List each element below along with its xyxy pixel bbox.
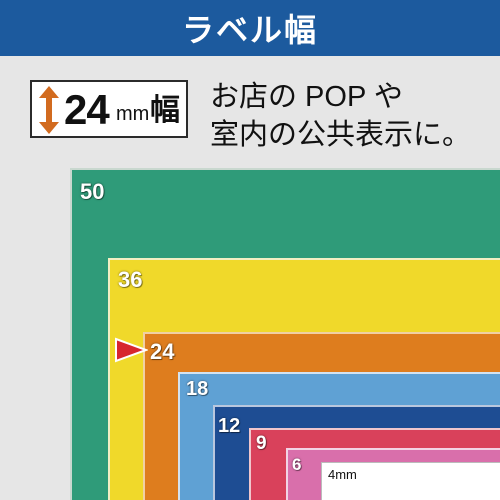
label-width-18-text: 18 (186, 378, 209, 400)
badge-kanji: 幅 (150, 94, 180, 127)
label-width-50-text: 50 (80, 179, 105, 204)
header-title: ラベル幅 (181, 12, 318, 48)
label-width-4-rect (321, 462, 500, 500)
description: お店の POP や 室内の公共表示に。 (210, 78, 471, 154)
label-width-6-text: 6 (292, 455, 302, 474)
triangle-pointer-icon (115, 337, 148, 363)
badge-unit: mm (116, 103, 150, 125)
header-banner: ラベル幅 (0, 0, 500, 56)
badge-number: 24 (64, 86, 110, 133)
label-width-12-text: 12 (218, 415, 241, 437)
label-width-4-text: 4mm (328, 467, 357, 482)
label-width-36-text: 36 (118, 267, 143, 292)
description-line-2: 室内の公共表示に。 (210, 119, 472, 151)
width-badge: 24 mm 幅 (30, 80, 188, 138)
description-line-1: お店の POP や (210, 81, 403, 113)
label-width-24-text: 24 (150, 339, 175, 364)
double-arrow-vertical-icon (39, 86, 59, 134)
label-width-9-text: 9 (256, 433, 267, 454)
